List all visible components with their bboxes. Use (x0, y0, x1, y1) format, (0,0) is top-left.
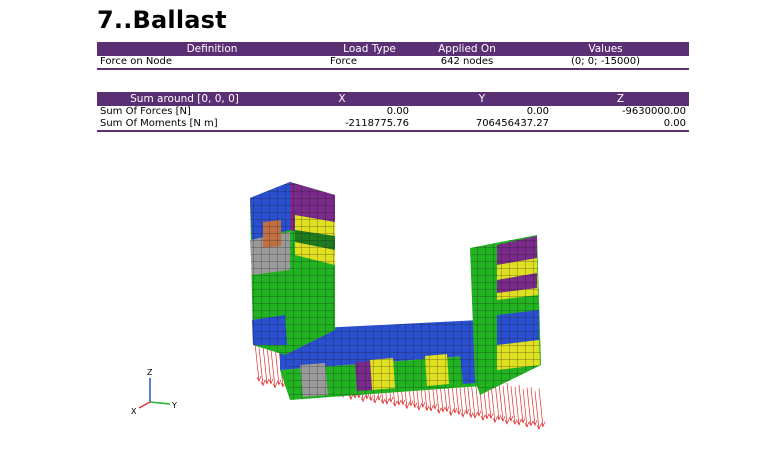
load-table-header: Definition Load Type Applied On Values (97, 42, 689, 56)
row-label-moments: Sum Of Moments [N m] (97, 118, 272, 132)
col-header-sum-around: Sum around [0, 0, 0] (97, 92, 272, 106)
load-case-table: Definition Load Type Applied On Values F… (97, 42, 689, 70)
col-header-applied-on: Applied On (412, 42, 522, 56)
load-definition: Force on Node (97, 56, 327, 70)
hull-left-tower (250, 182, 335, 355)
col-header-z: Z (552, 92, 689, 106)
page-title: 7..Ballast (97, 6, 227, 34)
row-label-forces: Sum Of Forces [N] (100, 106, 191, 117)
load-values: (0; 0; -15000) (522, 56, 689, 70)
col-header-x: X (272, 92, 412, 106)
load-type: Force (327, 56, 412, 70)
load-applied-on: 642 nodes (412, 56, 522, 70)
sum-table-header: Sum around [0, 0, 0] X Y Z (97, 92, 689, 106)
moments-y: 706456437.27 (412, 118, 552, 132)
hull-right-tower (470, 235, 541, 395)
col-header-definition: Definition (97, 42, 327, 56)
col-header-values: Values (522, 42, 689, 56)
sum-table: Sum around [0, 0, 0] X Y Z Sum Of Forces… (97, 92, 689, 132)
axis-x-label: X (131, 407, 137, 416)
axis-z-label: Z (147, 368, 153, 377)
forces-x: 0.00 (386, 106, 409, 117)
forces-y: 0.00 (526, 106, 549, 117)
forces-z: -9630000.00 (621, 106, 686, 117)
table-row: Sum Of Forces [N] 0.00 0.00 -9630000.00 (97, 106, 689, 118)
moments-z: 0.00 (552, 118, 689, 132)
moments-x: -2118775.76 (272, 118, 412, 132)
axis-triad: Z Y X (131, 368, 177, 416)
table-row: Sum Of Moments [N m] -2118775.76 7064564… (97, 118, 689, 132)
fe-model-view[interactable]: Z Y X (125, 170, 565, 435)
col-header-y: Y (412, 92, 552, 106)
col-header-load-type: Load Type (327, 42, 412, 56)
table-row: Force on Node Force 642 nodes (0; 0; -15… (97, 56, 689, 70)
axis-y-label: Y (171, 401, 177, 410)
